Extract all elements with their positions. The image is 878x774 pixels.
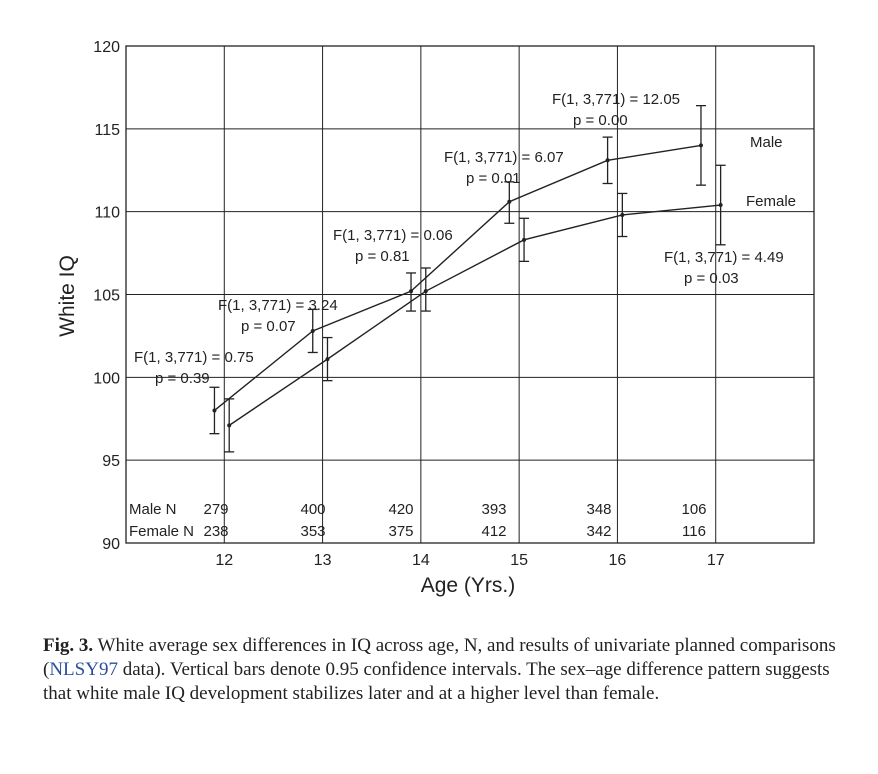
n-count-female: 342 (586, 523, 611, 540)
data-point (423, 289, 428, 294)
x-tick-label: 17 (707, 552, 725, 569)
series-label-female: Female (746, 193, 796, 210)
annotations: F(1, 3,771) = 0.75 p = 0.39 F(1, 3,771) = … (134, 91, 784, 387)
figure-label: Fig. 3. (43, 635, 94, 656)
data-point (718, 203, 723, 208)
data-point (409, 289, 414, 294)
axes: 90 95 100 105 110 115 120 12 13 14 15 16 17 (93, 39, 815, 569)
data-point (620, 212, 625, 217)
n-count-female: 116 (682, 523, 706, 540)
series-line-male (214, 144, 702, 412)
p-value-label: p = 0.00 (573, 112, 628, 129)
data-point (698, 143, 703, 148)
p-value-label: p = 0.81 (355, 248, 410, 265)
x-tick-label: 12 (215, 552, 233, 569)
chart: 90 95 100 105 110 115 120 12 13 14 15 16 17 Male Fema… (56, 39, 815, 597)
n-count-male: 420 (388, 501, 413, 518)
series-line-female (228, 204, 721, 426)
p-value-label: p = 0.01 (466, 170, 521, 187)
y-axis-title: White IQ (56, 255, 79, 337)
f-statistic-label: F(1, 3,771) = 0.75 (134, 349, 254, 366)
gridlines (126, 46, 814, 543)
n-count-female: 375 (388, 523, 413, 540)
series-lines: Male Female (209, 104, 796, 453)
y-tick-label: 95 (102, 453, 120, 470)
data-point (325, 357, 330, 362)
p-value-label: p = 0.07 (241, 318, 296, 335)
f-statistic-label: F(1, 3,771) = 0.06 (333, 227, 453, 244)
data-point (605, 158, 610, 163)
caption-text-2: data). Vertical bars denote 0.95 confide… (43, 659, 830, 704)
n-count-female: 353 (300, 523, 325, 540)
n-count-male: 348 (586, 501, 611, 518)
n-count-male: 106 (681, 501, 706, 518)
plot-frame (125, 45, 815, 544)
data-point (522, 237, 527, 242)
f-statistic-label: F(1, 3,771) = 3.24 (218, 297, 338, 314)
n-row-label-male: Male N (129, 501, 177, 518)
n-count-male: 400 (300, 501, 325, 518)
x-axis-title: Age (Yrs.) (421, 574, 516, 597)
n-count-female: 238 (203, 523, 228, 540)
n-count-male: 393 (481, 501, 506, 518)
x-tick-label: 16 (609, 552, 627, 569)
n-count-female: 412 (481, 523, 506, 540)
n-row-label-female: Female N (129, 523, 194, 540)
x-tick-label: 14 (412, 552, 430, 569)
data-point (310, 328, 315, 333)
y-tick-label: 115 (94, 122, 120, 139)
figure-caption: Fig. 3. White average sex differences in… (43, 634, 843, 706)
n-table: Male N Female N 279 400 420 393 348 106 238 353 37… (129, 501, 707, 540)
p-value-label: p = 0.39 (155, 370, 210, 387)
data-point (507, 199, 512, 204)
y-tick-label: 105 (93, 288, 120, 305)
f-statistic-label: F(1, 3,771) = 6.07 (444, 149, 564, 166)
p-value-label: p = 0.03 (684, 270, 739, 287)
y-tick-label: 110 (94, 205, 120, 222)
data-point (212, 408, 217, 413)
x-tick-label: 13 (314, 552, 332, 569)
nlsy97-link[interactable]: NLSY97 (49, 659, 118, 680)
y-tick-label: 100 (93, 370, 120, 387)
f-statistic-label: F(1, 3,771) = 12.05 (552, 91, 680, 108)
caption-text-1: White average sex differences in IQ acro… (43, 635, 836, 680)
f-statistic-label: F(1, 3,771) = 4.49 (664, 249, 784, 266)
y-tick-label: 90 (102, 536, 120, 553)
data-point (227, 423, 232, 428)
n-count-male: 279 (203, 501, 228, 518)
series-label-male: Male (750, 134, 783, 151)
x-tick-label: 15 (510, 552, 528, 569)
y-tick-label: 120 (93, 39, 120, 56)
